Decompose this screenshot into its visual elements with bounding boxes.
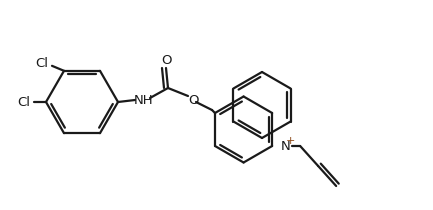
Text: NH: NH xyxy=(134,93,154,106)
Text: Cl: Cl xyxy=(36,57,48,70)
Text: Cl: Cl xyxy=(17,96,30,109)
Text: N: N xyxy=(281,139,291,152)
Text: O: O xyxy=(161,54,171,67)
Text: +: + xyxy=(285,136,295,146)
Text: O: O xyxy=(188,93,198,106)
